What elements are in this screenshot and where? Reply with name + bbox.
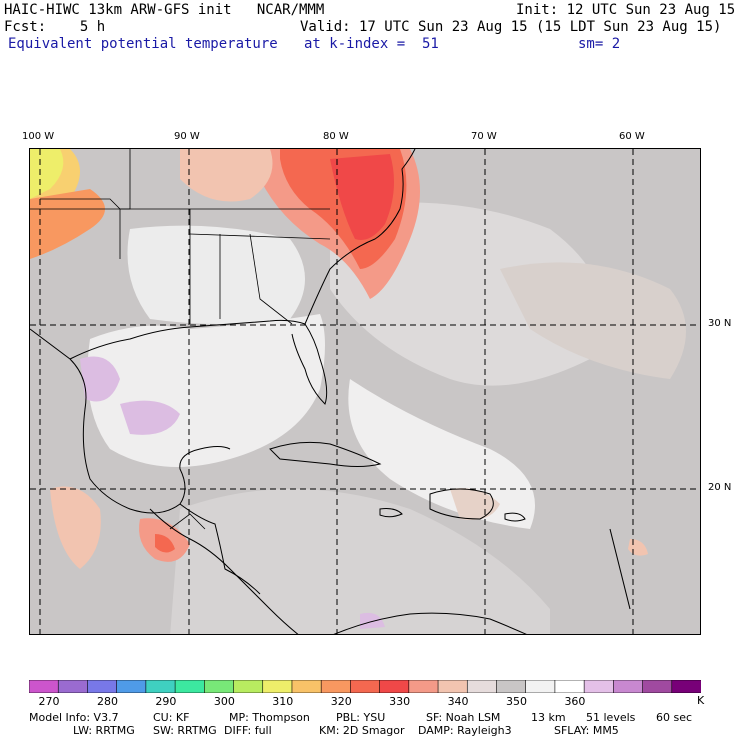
smoothing-value: sm= 2 (578, 36, 621, 52)
field-patch-atlantic (500, 262, 686, 379)
coast-mexico-gulf (30, 328, 231, 514)
footer-item: Model Info: V3.7 (29, 711, 119, 724)
field-patch-red-core (330, 154, 394, 240)
field-patch-peach-mexico (50, 486, 101, 569)
coast-cuba (269, 441, 382, 467)
colorbar-swatch (379, 680, 410, 693)
colorbar-swatch (350, 680, 381, 693)
lon-label-100w: 100 W (22, 131, 55, 142)
colorbar-tick-label: 290 (155, 695, 177, 708)
colorbar-swatch (613, 680, 644, 693)
field-patch-southeast-us (127, 225, 305, 324)
colorbar-swatch (174, 680, 206, 693)
field-name: Equivalent potential temperature (8, 36, 278, 52)
footer-item: SFLAY: MM5 (554, 724, 619, 737)
colorbar-swatch (320, 680, 352, 693)
coast-jamaica (379, 508, 403, 518)
colorbar-swatch (554, 680, 585, 693)
colorbar-swatch (671, 680, 701, 693)
colorbar-swatch (204, 680, 235, 693)
field-patch-yellow-nw (30, 149, 64, 199)
vertical-level: at k-index = 51 (304, 36, 439, 52)
coastlines (30, 149, 631, 634)
lon-label-80w: 80 W (323, 131, 349, 142)
footer-item: DIFF: full (224, 724, 272, 737)
colorbar-tick-label: 360 (564, 695, 586, 708)
colorbar-swatch (57, 680, 89, 693)
field-patch-hispaniola (450, 488, 500, 520)
colorbar-swatch (408, 680, 439, 693)
lon-label-60w: 60 W (619, 131, 645, 142)
lat-label-20n: 20 N (708, 482, 732, 493)
footer-item: SF: Noah LSM (426, 711, 501, 724)
footer-item: 13 km (531, 711, 566, 724)
country-border-1 (169, 513, 206, 530)
colorbar-tick-label: 350 (506, 695, 527, 708)
lat-label-30n: 30 N (708, 318, 732, 329)
state-border-6 (189, 233, 331, 240)
colorbar-swatch (145, 680, 176, 693)
footer-item: DAMP: Rayleigh3 (418, 724, 512, 737)
footer-item: LW: RRTMG (73, 724, 135, 737)
colorbar-tick-label: 340 (447, 695, 469, 708)
colorbar-swatch (466, 680, 498, 693)
colorbar-tick-label: 320 (330, 695, 352, 708)
footer-item: 60 sec (656, 711, 693, 724)
colorbar-swatch (116, 680, 147, 693)
lat-lon-grid (30, 149, 700, 634)
coast-hispaniola (429, 488, 494, 520)
colorbar-swatch (87, 680, 118, 693)
lon-label-90w: 90 W (174, 131, 200, 142)
forecast-hour: Fcst: 5 h (4, 19, 106, 35)
colorbar-tick-label: 280 (96, 695, 118, 708)
coast-us-east (304, 149, 416, 325)
theta-e-map (29, 148, 701, 635)
field-patch-salmon-nw (30, 189, 105, 259)
colorbar-swatch (233, 680, 264, 693)
lon-label-70w: 70 W (471, 131, 497, 142)
colorbar-swatch (583, 680, 615, 693)
field-patch-caribbean (170, 489, 550, 634)
coast-central-america-carib (179, 503, 261, 595)
colorbar-swatch (642, 680, 673, 693)
colorbar-swatch (262, 680, 293, 693)
colorbar-swatch (29, 680, 60, 693)
colorbar-tick-label: 300 (213, 695, 235, 708)
colorbar-swatch (496, 680, 527, 693)
colorbar-unit: K (697, 694, 705, 707)
footer-item: KM: 2D Smagor (319, 724, 405, 737)
coast-south-america (333, 612, 527, 634)
footer-item: CU: KF (153, 711, 190, 724)
colorbar-tick-label: 270 (38, 695, 60, 708)
footer-item: MP: Thompson (229, 711, 310, 724)
footer-item: SW: RRTMG (153, 724, 217, 737)
field-patch-purple-2 (120, 400, 180, 435)
coast-central-america-pacific (149, 508, 299, 634)
state-border-4 (249, 233, 293, 325)
coast-lesser-antilles (609, 528, 631, 610)
field-patch-bahamas (348, 379, 535, 529)
model-title: HAIC-HIWC 13km ARW-GFS init NCAR/MMM (4, 2, 325, 18)
coast-gulf-north (69, 319, 328, 405)
colorbar-swatch (291, 680, 322, 693)
state-border-7 (40, 198, 121, 210)
colorbar-swatch (525, 680, 556, 693)
colorbar (29, 680, 701, 693)
political-borders (30, 149, 331, 530)
field-patch-peach-north (180, 149, 273, 202)
coast-puerto-rico (504, 512, 526, 522)
map-canvas (30, 149, 700, 634)
colorbar-tick-label: 310 (272, 695, 294, 708)
colorbar-swatch (437, 680, 469, 693)
footer-item: PBL: YSU (336, 711, 386, 724)
field-patch-purple-1 (80, 356, 120, 402)
init-time: Init: 12 UTC Sun 23 Aug 15 (516, 2, 736, 18)
field-patch-red-guatemala (155, 534, 175, 553)
valid-time: Valid: 17 UTC Sun 23 Aug 15 (15 LDT Sun … (300, 19, 722, 35)
footer-item: 51 levels (586, 711, 636, 724)
colorbar-tick-label: 330 (389, 695, 411, 708)
